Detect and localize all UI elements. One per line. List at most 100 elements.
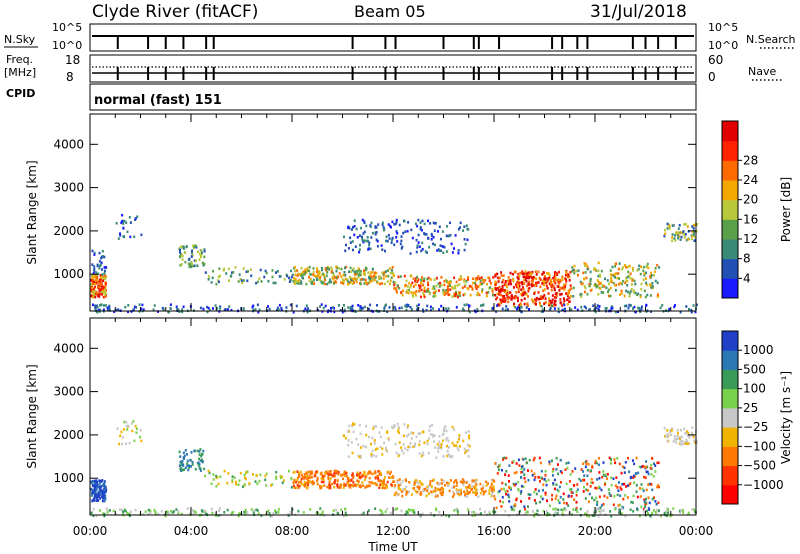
- echo-cell: [551, 294, 554, 297]
- echo-cell: [593, 514, 596, 517]
- echo-cell: [332, 274, 335, 277]
- echo-cell: [384, 249, 386, 253]
- echo-cell: [496, 296, 499, 300]
- nsky-tick-bottom: 10^0: [52, 39, 82, 52]
- echo-cell: [175, 508, 178, 511]
- echo-cell: [501, 285, 504, 288]
- echo-cell: [396, 493, 399, 497]
- echo-cell: [533, 472, 536, 476]
- echo-cell: [369, 470, 372, 474]
- echo-cell: [513, 302, 516, 306]
- echo-cell: [344, 266, 346, 270]
- echo-cell: [358, 455, 361, 459]
- echo-cell: [347, 484, 350, 488]
- echo-cell: [104, 497, 107, 501]
- echo-cell: [527, 478, 530, 482]
- echo-cell: [644, 501, 647, 504]
- echo-cell: [639, 495, 642, 498]
- echo-cell: [336, 512, 339, 515]
- echo-cell: [459, 480, 462, 484]
- echo-cell: [464, 493, 466, 496]
- echo-cell: [316, 470, 319, 473]
- echo-cell: [104, 284, 107, 288]
- echo-cell: [516, 276, 519, 279]
- echo-cell: [436, 488, 439, 492]
- echo-cell: [542, 509, 545, 513]
- echo-cell: [409, 442, 412, 445]
- echo-cell: [501, 468, 503, 472]
- echo-cell: [546, 512, 549, 515]
- echo-cell: [410, 308, 413, 311]
- echo-cell: [101, 483, 104, 487]
- echo-cell: [609, 286, 612, 290]
- echo-cell: [400, 291, 403, 294]
- echo-cell: [653, 274, 655, 277]
- echo-cell: [427, 281, 429, 285]
- echo-cell: [507, 279, 509, 283]
- echo-cell: [542, 271, 545, 274]
- echo-cell: [476, 308, 479, 311]
- echo-cell: [92, 484, 95, 488]
- x-tick-label: 00:00: [679, 524, 714, 538]
- echo-cell: [384, 510, 387, 513]
- echo-cell: [190, 251, 193, 254]
- echo-cell: [448, 280, 451, 284]
- echo-cell: [559, 298, 562, 301]
- echo-cell: [661, 304, 664, 307]
- echo-cell: [326, 271, 329, 274]
- echo-cell: [479, 512, 482, 515]
- echo-cell: [499, 500, 502, 503]
- echo-cell: [505, 305, 508, 308]
- echo-cell: [101, 249, 104, 253]
- echo-cell: [384, 483, 387, 487]
- echo-cell: [455, 306, 458, 309]
- echo-cell: [563, 501, 565, 505]
- echo-cell: [471, 514, 474, 517]
- echo-cell: [420, 295, 422, 299]
- echo-cell: [323, 484, 326, 487]
- echo-cell: [657, 485, 660, 489]
- echo-cell: [642, 269, 645, 273]
- nsky-drop-mark: [384, 36, 387, 49]
- echo-cell: [652, 286, 654, 290]
- echo-cell: [96, 263, 99, 267]
- echo-cell: [652, 475, 655, 478]
- echo-cell: [575, 493, 578, 497]
- echo-cell: [638, 264, 641, 268]
- echo-cell: [440, 445, 443, 449]
- echo-cell: [103, 285, 106, 289]
- echo-cell: [211, 276, 214, 280]
- echo-cell: [646, 509, 648, 513]
- echo-cell: [691, 230, 694, 233]
- echo-cell: [95, 479, 98, 482]
- echo-cell: [379, 483, 382, 486]
- echo-cell: [98, 489, 101, 492]
- echo-cell: [602, 291, 605, 294]
- echo-cell: [354, 484, 357, 488]
- echo-cell: [644, 465, 647, 469]
- echo-cell: [524, 273, 527, 277]
- echo-cell: [339, 485, 342, 489]
- echo-cell: [470, 510, 473, 514]
- echo-cell: [686, 225, 689, 228]
- echo-cell: [214, 512, 217, 515]
- echo-cell: [511, 272, 514, 276]
- echo-cell: [364, 445, 367, 449]
- echo-cell: [543, 302, 546, 305]
- echo-cell: [315, 470, 318, 474]
- echo-cell: [621, 465, 624, 468]
- nsky-label: N.Sky: [4, 33, 36, 46]
- echo-cell: [100, 268, 103, 271]
- echo-cell: [347, 479, 350, 483]
- echo-cell: [598, 509, 601, 513]
- echo-cell: [312, 267, 315, 270]
- echo-cell: [331, 474, 334, 478]
- echo-cell: [406, 511, 408, 514]
- echo-cell: [373, 439, 376, 442]
- echo-cell: [490, 478, 493, 482]
- echo-cell: [361, 306, 364, 310]
- echo-cell: [551, 304, 553, 308]
- echo-cell: [597, 485, 600, 489]
- echo-cell: [557, 499, 560, 502]
- echo-cell: [588, 282, 591, 286]
